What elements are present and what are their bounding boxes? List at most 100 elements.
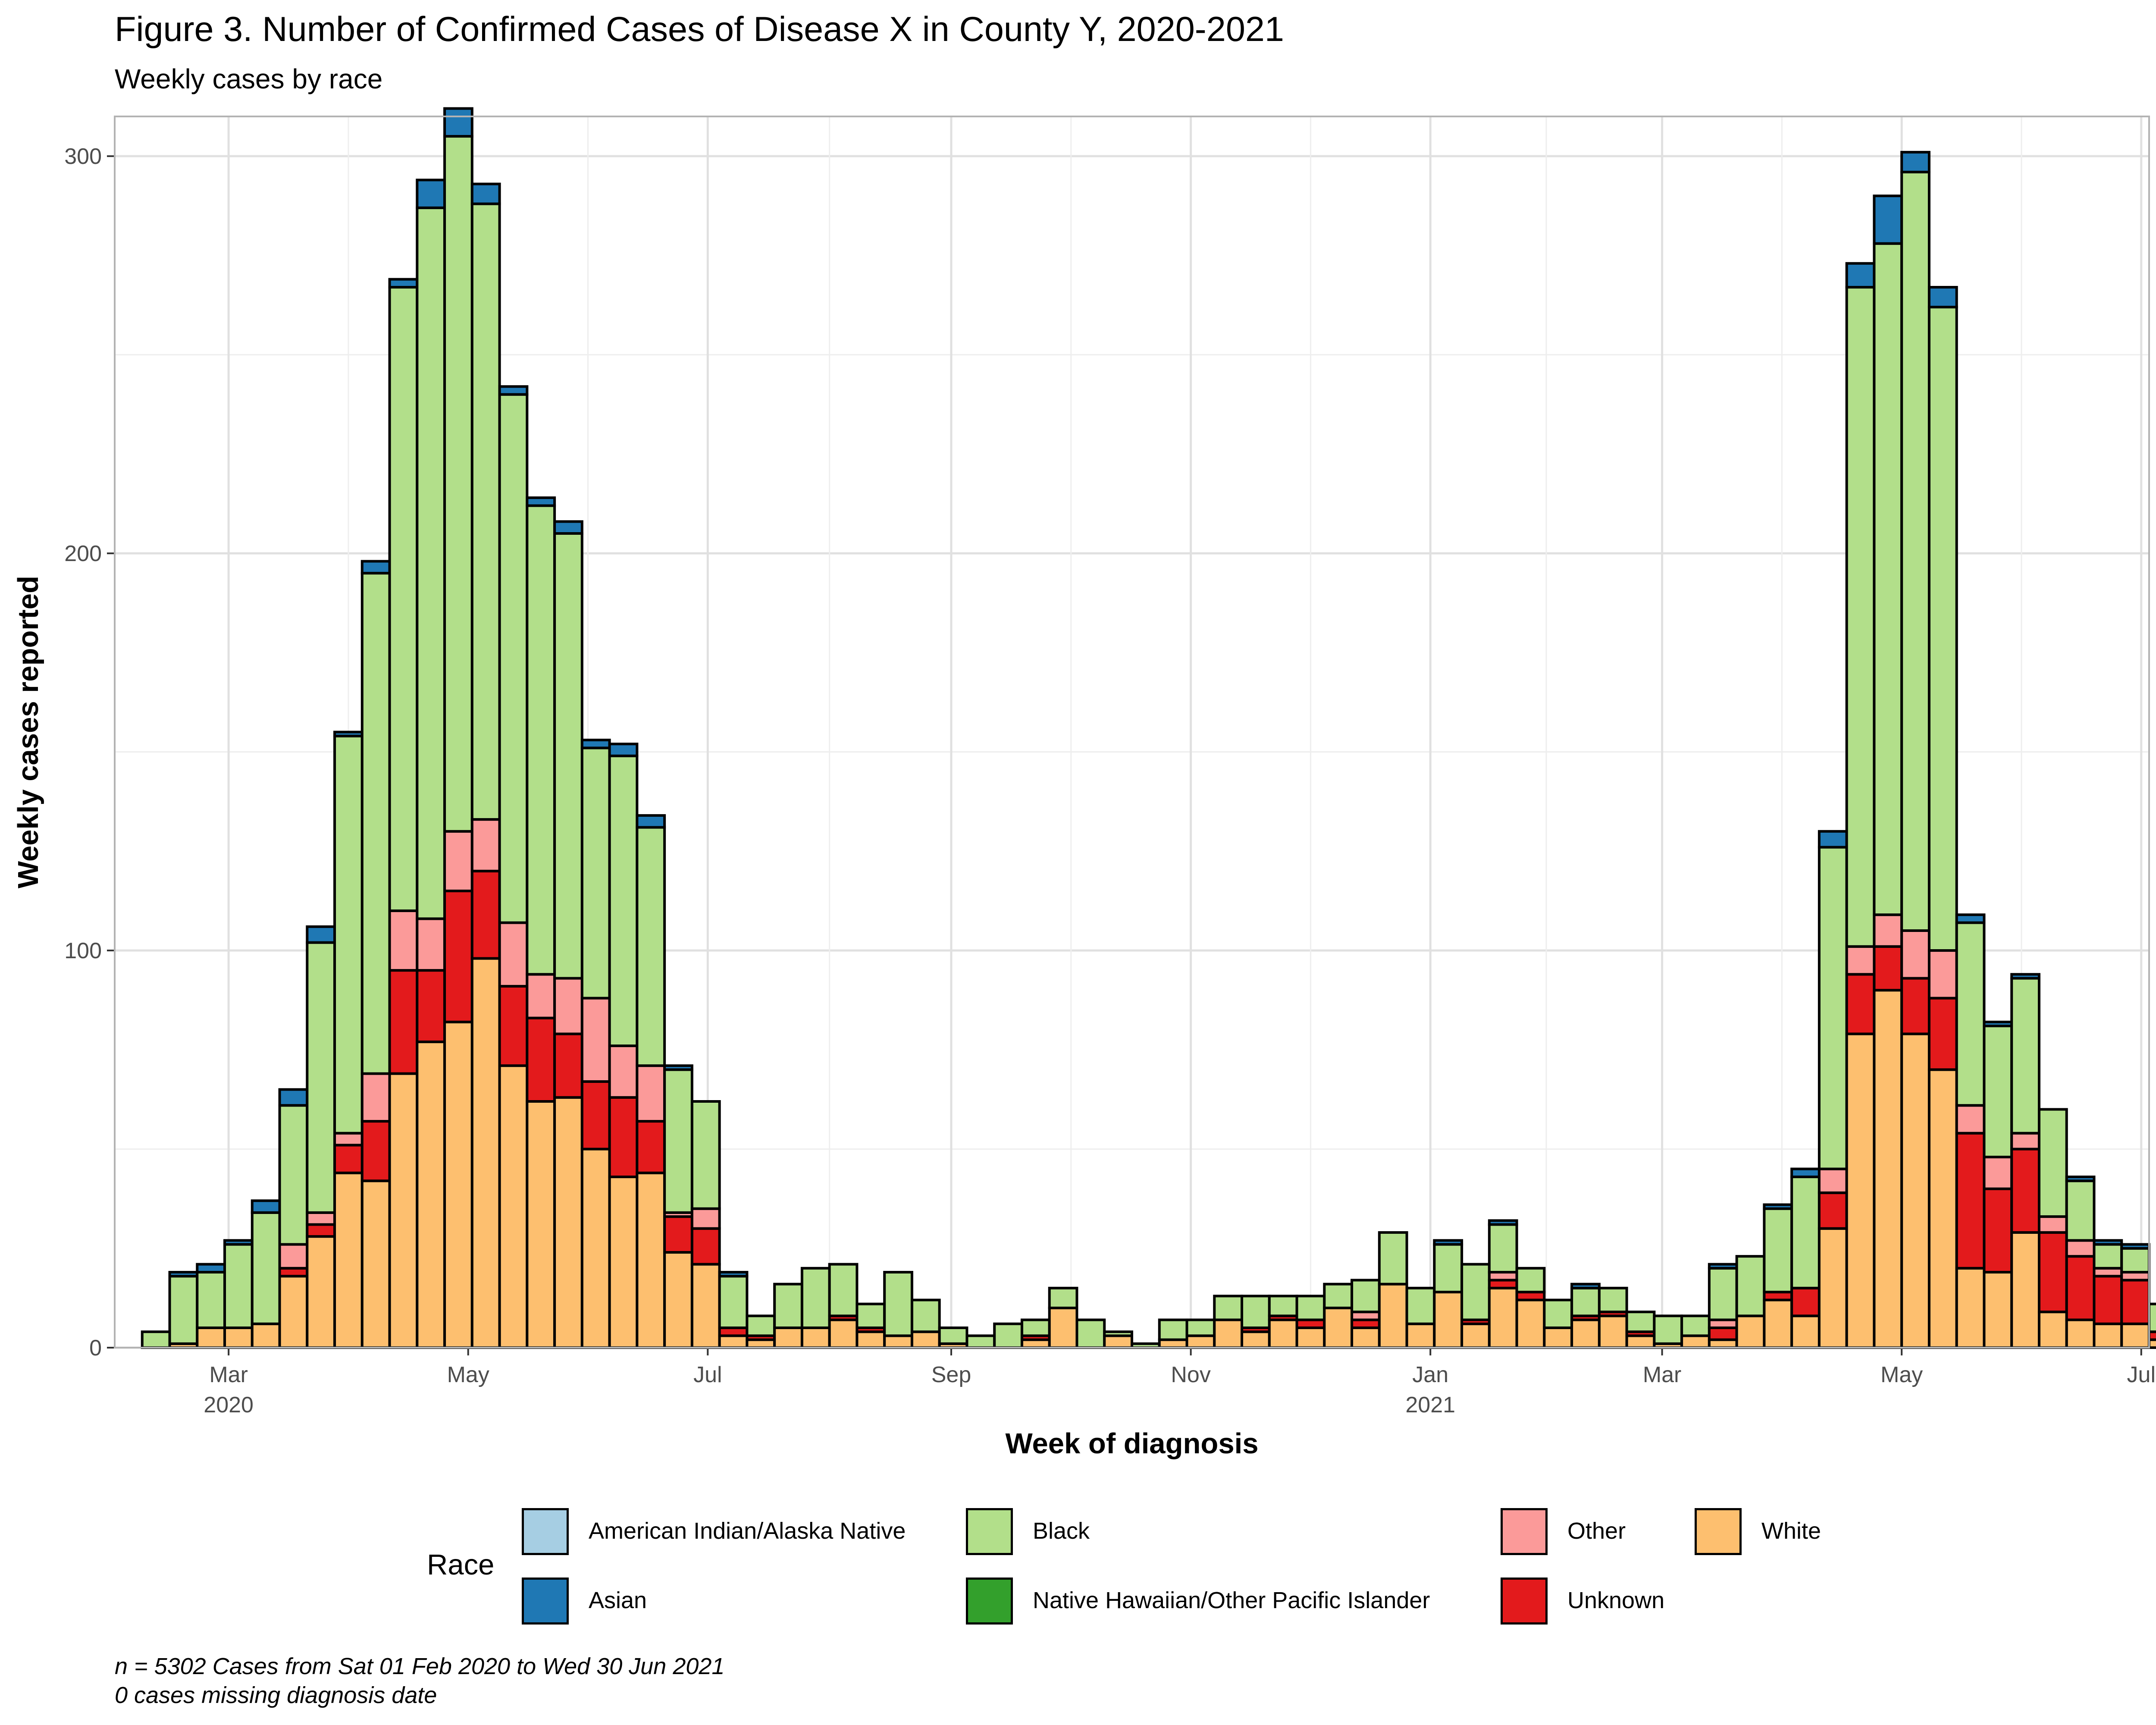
- legend-swatch: [966, 1578, 1013, 1625]
- bar-segment: [1763, 1298, 1793, 1349]
- bar-segment: [718, 1271, 749, 1278]
- bar-segment: [1818, 1227, 1848, 1349]
- bar-segment: [1020, 1318, 1051, 1337]
- bar-segment: [388, 1072, 419, 1349]
- bar-segment: [1103, 1330, 1133, 1337]
- bar-segment: [1873, 989, 1903, 1349]
- x-tick-label: Jul: [2127, 1362, 2156, 1387]
- bar-segment: [580, 1080, 611, 1151]
- bar-segment: [1433, 1291, 1463, 1349]
- panel-border: [114, 116, 2150, 1349]
- bar-segment: [856, 1330, 886, 1349]
- bar-segment: [196, 1271, 226, 1329]
- bar-segment: [1185, 1318, 1216, 1337]
- bar-segment: [636, 1171, 666, 1349]
- bar-segment: [1241, 1330, 1271, 1349]
- bar-segment: [360, 1120, 391, 1182]
- bar-segment: [416, 917, 446, 972]
- bar-segment: [2093, 1239, 2123, 1246]
- bar-segment: [306, 941, 336, 1214]
- bar-segment: [1735, 1314, 1766, 1349]
- legend-label: Native Hawaiian/Other Pacific Islander: [1033, 1587, 1430, 1613]
- bar-segment: [1735, 1255, 1766, 1317]
- bar-segment: [333, 734, 364, 1135]
- bar-segment: [1570, 1318, 1601, 1349]
- x-tick-label: Mar: [209, 1362, 248, 1387]
- bar-segment: [168, 1275, 199, 1345]
- bar-segment: [1900, 1032, 1930, 1349]
- bar-segment: [1983, 1020, 2013, 1028]
- bar-segment: [1790, 1286, 1821, 1317]
- bar-segment: [1323, 1283, 1354, 1309]
- bar-segment: [526, 1100, 556, 1349]
- bar-segment: [2148, 1302, 2156, 1333]
- bar-segment: [470, 202, 501, 821]
- bar-segment: [141, 1330, 171, 1349]
- bar-segment: [800, 1326, 831, 1349]
- bar-segment: [1515, 1298, 1546, 1349]
- x-tick-label: Mar: [1643, 1362, 1682, 1387]
- bar-segment: [443, 889, 473, 1023]
- x-tick-sublabel: 2020: [204, 1393, 254, 1418]
- bar-segment: [910, 1298, 941, 1333]
- stacked-bar-chart: 0 100 200 300 Mar 2020 May Jul Sep Nov Jan 2021 Mar M…: [12, 107, 2156, 1460]
- bar-segment: [470, 182, 501, 205]
- bar-segment: [2093, 1275, 2123, 1325]
- bar-segment: [196, 1326, 226, 1349]
- bar-segment: [1955, 1132, 1986, 1270]
- bar-segment: [1763, 1203, 1793, 1210]
- bar-segment: [278, 1243, 309, 1270]
- bar-segment: [2010, 973, 2040, 980]
- caption-line-1: n = 5302 Cases from Sat 01 Feb 2020 to W…: [115, 1653, 725, 1679]
- bar-segment: [1955, 913, 1986, 924]
- bar-segment: [2037, 1231, 2068, 1314]
- y-axis-title: Weekly cases reported: [12, 576, 44, 888]
- y-tick-label: 200: [64, 541, 102, 566]
- bar-segment: [1955, 1104, 1986, 1135]
- bar-segment: [690, 1263, 721, 1349]
- bar-segment: [553, 532, 583, 980]
- axes: 0 100 200 300 Mar 2020 May Jul Sep Nov Jan 2021 Mar M…: [12, 116, 2156, 1460]
- bar-segment: [470, 818, 501, 872]
- bar-segment: [306, 1235, 336, 1349]
- legend-label: White: [1761, 1518, 1821, 1544]
- bar-segment: [1818, 1191, 1848, 1230]
- bar-segment: [1543, 1326, 1573, 1349]
- bar-segment: [1488, 1223, 1518, 1274]
- bar-segment: [2010, 1148, 2040, 1234]
- bar-segment: [416, 179, 446, 209]
- bar-segment: [636, 814, 666, 829]
- bar-segment: [690, 1227, 721, 1266]
- bar-segment: [2065, 1239, 2096, 1258]
- bar-segment: [223, 1243, 254, 1329]
- x-tick-label: Nov: [1171, 1362, 1210, 1387]
- bar-segment: [443, 135, 473, 833]
- bar-segment: [2037, 1215, 2068, 1234]
- bar-segment: [470, 869, 501, 960]
- bar-segment: [718, 1275, 749, 1329]
- bar-segment: [498, 393, 529, 924]
- legend-title: Race: [427, 1549, 495, 1581]
- bar-segment: [2010, 977, 2040, 1135]
- bar-segment: [388, 286, 419, 912]
- bar-segment: [1873, 194, 1903, 245]
- x-tick-label: Jan: [1412, 1362, 1448, 1387]
- bar-segment: [2093, 1322, 2123, 1349]
- bar-segment: [1763, 1207, 1793, 1294]
- bar-segment: [828, 1318, 859, 1349]
- bar-segment: [1845, 973, 1876, 1035]
- bar-segment: [1818, 1167, 1848, 1194]
- bar-segment: [278, 1275, 309, 1349]
- legend-swatch: [966, 1508, 1013, 1555]
- x-tick-label: Jul: [693, 1362, 722, 1387]
- bar-segment: [746, 1314, 776, 1337]
- bar-segment: [278, 1088, 309, 1107]
- bar-segment: [883, 1334, 913, 1349]
- bar-segment: [636, 1120, 666, 1174]
- bar-segment: [2037, 1108, 2068, 1218]
- bar-segment: [1708, 1267, 1738, 1321]
- bar-segment: [553, 520, 583, 535]
- bar-segment: [773, 1326, 803, 1349]
- bar-segment: [251, 1199, 281, 1214]
- bar-segment: [306, 1211, 336, 1226]
